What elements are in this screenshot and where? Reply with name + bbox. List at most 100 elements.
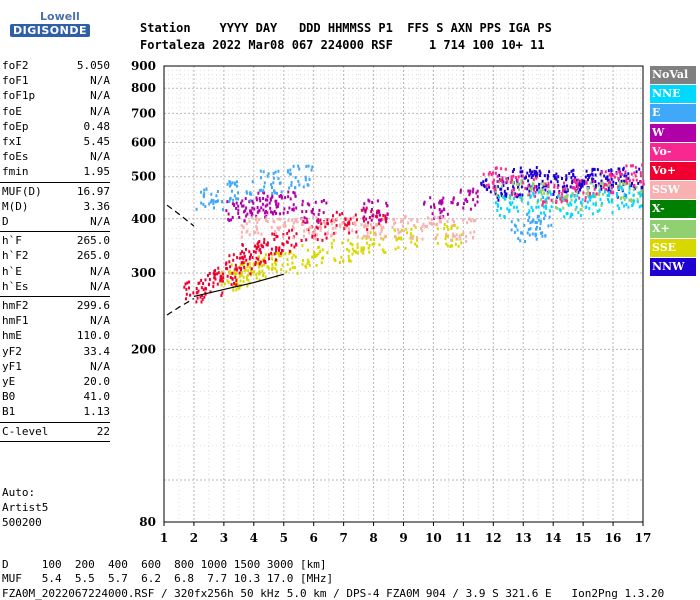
data-point <box>611 173 613 176</box>
data-point <box>591 173 594 177</box>
data-point <box>630 198 633 202</box>
data-point <box>431 212 434 216</box>
data-point <box>506 180 509 184</box>
data-point <box>334 259 337 262</box>
data-point <box>576 194 579 198</box>
data-point <box>578 188 581 192</box>
data-point <box>506 187 509 191</box>
data-point <box>592 184 595 188</box>
param-value: N/A <box>90 359 110 373</box>
data-point <box>536 201 539 205</box>
data-point <box>335 210 338 214</box>
data-point <box>199 295 202 299</box>
param-name: B1 <box>2 405 16 419</box>
data-point <box>281 263 284 267</box>
data-point <box>311 235 314 239</box>
data-point <box>240 273 243 277</box>
data-point <box>354 222 357 226</box>
data-point <box>526 212 529 216</box>
data-point <box>475 191 478 195</box>
data-point <box>576 178 579 182</box>
data-point <box>608 200 610 204</box>
data-point <box>465 239 468 243</box>
data-point <box>628 198 631 202</box>
x-tick-label: 10 <box>425 531 442 545</box>
data-point <box>393 228 396 232</box>
data-point <box>519 239 522 243</box>
data-point <box>347 222 350 226</box>
data-point <box>624 170 627 174</box>
param-name: fxI <box>2 135 22 148</box>
data-point <box>538 183 541 186</box>
data-point <box>515 205 518 209</box>
data-point <box>526 231 529 235</box>
data-point <box>571 191 574 195</box>
data-point <box>570 176 573 180</box>
data-point <box>559 197 562 201</box>
x-tick-label: 14 <box>545 531 562 545</box>
data-point <box>631 164 634 168</box>
data-point <box>539 219 542 223</box>
data-point <box>587 194 590 198</box>
data-point <box>315 263 318 267</box>
data-point <box>567 203 570 207</box>
data-point <box>566 212 569 215</box>
data-point <box>527 218 530 222</box>
data-point <box>616 204 619 208</box>
data-point <box>210 192 213 196</box>
data-point <box>235 184 238 188</box>
data-point <box>554 176 556 180</box>
y-tick-label: 800 <box>131 81 156 95</box>
data-point <box>517 185 520 189</box>
data-point <box>572 174 575 178</box>
data-point <box>248 281 251 285</box>
data-point <box>189 293 192 297</box>
data-point <box>594 173 597 177</box>
param-name: yE <box>2 375 16 388</box>
data-point <box>273 237 276 241</box>
data-point <box>640 193 643 197</box>
data-point <box>569 185 572 189</box>
data-point <box>226 182 229 186</box>
footer-muf-row: MUF 5.4 5.5 5.7 6.2 6.8 7.7 10.3 17.0 [M… <box>2 572 334 585</box>
data-point <box>235 197 238 201</box>
data-point <box>267 172 270 176</box>
data-point <box>356 242 359 246</box>
data-point <box>280 196 283 200</box>
data-point <box>340 255 343 259</box>
data-point <box>247 269 250 273</box>
data-point <box>228 269 231 273</box>
data-point <box>503 214 506 218</box>
data-point <box>618 183 621 186</box>
data-point <box>250 214 253 218</box>
data-point <box>254 263 257 267</box>
data-point <box>270 251 273 255</box>
data-point <box>229 197 231 201</box>
data-point <box>265 218 267 222</box>
data-point <box>361 236 364 240</box>
data-point <box>641 163 644 167</box>
data-point <box>248 233 251 237</box>
data-point <box>487 172 490 176</box>
data-point <box>623 193 626 196</box>
data-point <box>503 195 506 199</box>
data-point <box>248 219 251 223</box>
data-point <box>250 209 253 213</box>
data-point <box>549 192 552 196</box>
data-point <box>220 274 223 278</box>
data-point <box>202 195 205 199</box>
data-point <box>368 243 371 247</box>
data-point <box>332 226 334 230</box>
data-point <box>604 190 606 194</box>
data-point <box>286 263 289 267</box>
data-point <box>434 237 437 241</box>
data-point <box>246 284 249 288</box>
data-point <box>470 219 473 223</box>
data-point <box>544 182 547 186</box>
data-point <box>410 218 413 222</box>
y-tick-label: 900 <box>131 59 156 73</box>
data-point <box>271 211 274 215</box>
data-point <box>335 224 338 228</box>
profile-line <box>166 204 195 227</box>
data-point <box>500 167 503 171</box>
